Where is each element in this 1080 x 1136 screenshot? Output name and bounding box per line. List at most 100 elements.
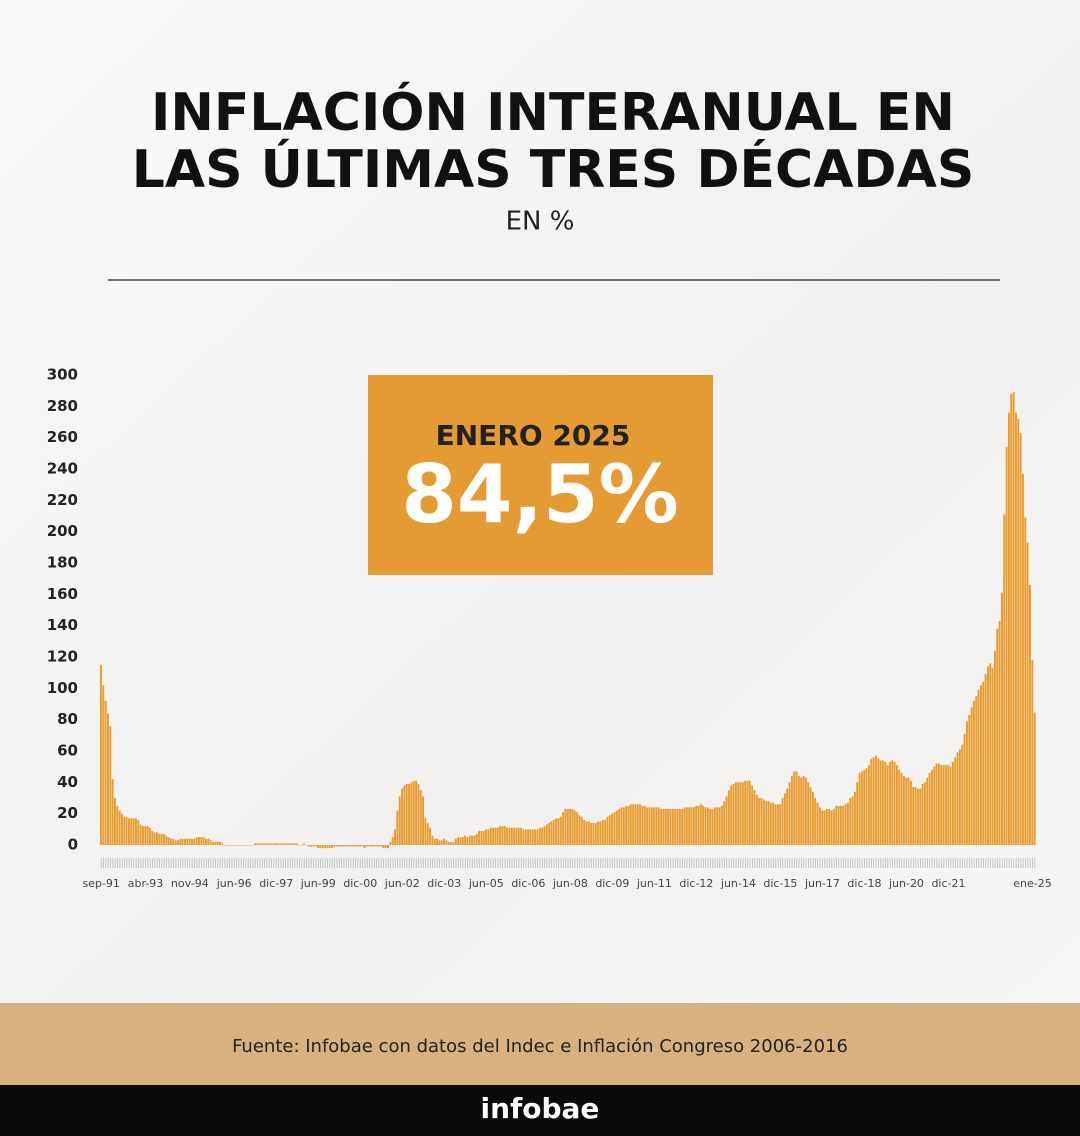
bar	[443, 838, 446, 845]
bar	[410, 782, 413, 845]
bar	[767, 801, 770, 845]
bar	[282, 843, 284, 845]
bar	[457, 837, 460, 845]
x-tick-label: dic-06	[511, 877, 545, 890]
bar	[944, 765, 947, 845]
bar	[242, 845, 245, 846]
bar	[709, 808, 712, 845]
bar	[363, 845, 366, 849]
y-tick-label: 200	[47, 522, 78, 540]
bar	[226, 845, 228, 846]
bar	[832, 808, 835, 845]
bar	[359, 845, 362, 847]
bar	[503, 826, 506, 845]
bar	[300, 845, 303, 846]
bar	[284, 843, 287, 845]
bar	[783, 793, 786, 845]
bar	[422, 796, 425, 845]
bar	[387, 845, 390, 849]
bar	[188, 838, 191, 845]
bar	[713, 807, 716, 845]
bar	[172, 838, 175, 845]
bar	[755, 794, 758, 845]
bar	[128, 818, 130, 845]
bar	[531, 829, 534, 845]
bar	[480, 830, 483, 845]
bar	[1024, 517, 1027, 845]
bar	[753, 790, 756, 845]
bar	[534, 829, 537, 845]
bar	[748, 780, 751, 845]
bar	[398, 796, 401, 845]
bar	[144, 826, 147, 845]
bar	[459, 837, 462, 845]
bar	[543, 826, 546, 845]
bar	[508, 827, 511, 845]
bar	[804, 777, 807, 845]
y-tick-label: 300	[47, 366, 78, 384]
bar	[228, 845, 231, 846]
bar	[191, 838, 193, 845]
bar	[811, 791, 814, 845]
bar	[622, 807, 625, 845]
bar	[907, 777, 910, 845]
bar	[515, 827, 518, 845]
bar	[328, 845, 331, 849]
bar	[776, 804, 779, 845]
bar	[699, 804, 702, 845]
bar	[275, 843, 277, 845]
bar	[298, 845, 301, 846]
bar	[786, 788, 789, 845]
bar	[438, 840, 441, 845]
x-tick-label: abr-93	[128, 877, 164, 890]
bar	[557, 818, 560, 845]
bar	[485, 829, 488, 845]
bar	[879, 760, 882, 845]
bar	[606, 816, 609, 845]
bar	[445, 840, 448, 845]
bar	[594, 823, 597, 845]
bar	[314, 845, 317, 847]
bar	[695, 805, 698, 845]
bar	[793, 771, 796, 845]
bar	[335, 845, 338, 847]
bar	[305, 845, 308, 846]
bar	[975, 696, 978, 845]
bar	[583, 819, 586, 845]
y-tick-label: 60	[57, 742, 78, 760]
bar	[1028, 584, 1031, 845]
bar	[340, 845, 343, 847]
bar	[730, 785, 733, 845]
highlight-label: ENERO 2025	[436, 419, 631, 452]
bar	[613, 812, 616, 845]
bar	[158, 834, 161, 845]
bar	[984, 674, 987, 845]
bar	[244, 845, 247, 846]
bar	[296, 843, 298, 845]
bar	[688, 807, 691, 845]
bar	[403, 785, 406, 845]
bar	[977, 689, 980, 845]
bar	[877, 758, 880, 845]
bar	[891, 760, 894, 845]
bar	[555, 818, 558, 845]
bar	[221, 843, 224, 845]
bar	[333, 845, 336, 847]
bar	[860, 771, 863, 845]
bar	[319, 845, 322, 849]
bar	[545, 824, 548, 845]
y-tick-label: 120	[47, 648, 78, 666]
bar	[146, 826, 149, 845]
bar	[289, 843, 291, 845]
bar	[711, 808, 714, 845]
bar	[552, 819, 555, 845]
bar	[450, 841, 453, 845]
bar	[632, 804, 635, 845]
bar	[963, 733, 966, 845]
bar	[205, 838, 207, 845]
bar	[986, 666, 989, 845]
bar	[454, 838, 457, 845]
bar	[839, 805, 842, 845]
bar	[951, 761, 954, 845]
bar	[571, 808, 574, 845]
